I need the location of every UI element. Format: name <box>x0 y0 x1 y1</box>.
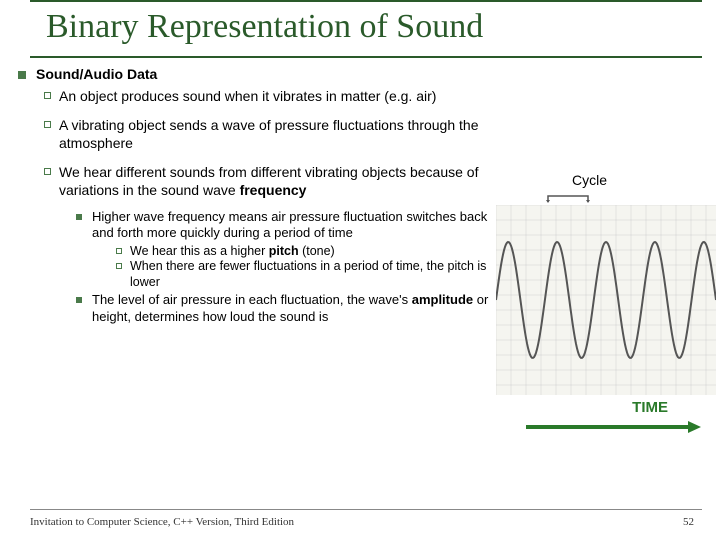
list-item: We hear different sounds from different … <box>44 164 498 199</box>
bullet-text: A vibrating object sends a wave of press… <box>59 117 498 152</box>
bold-term: amplitude <box>412 292 473 307</box>
small-square-bullet-icon <box>76 297 82 303</box>
hollow-square-bullet-icon <box>44 92 51 99</box>
time-arrow-icon <box>526 420 701 434</box>
list-item: A vibrating object sends a wave of press… <box>44 117 498 152</box>
page-number: 52 <box>683 516 694 528</box>
footer-citation: Invitation to Computer Science, C++ Vers… <box>30 516 294 528</box>
level2-list: An object produces sound when it vibrate… <box>44 88 498 325</box>
hollow-square-bullet-icon <box>44 168 51 175</box>
tiny-hollow-square-bullet-icon <box>116 248 122 254</box>
list-item: The level of air pressure in each fluctu… <box>76 292 498 325</box>
level3-list: Higher wave frequency means air pressure… <box>76 209 498 325</box>
bold-term: pitch <box>269 244 299 258</box>
text-segment: Higher wave frequency means air pressure… <box>92 209 487 240</box>
content-area: Sound/Audio Data An object produces soun… <box>18 66 498 337</box>
text-segment: (tone) <box>299 244 335 258</box>
tiny-hollow-square-bullet-icon <box>116 263 122 269</box>
list-item: When there are fewer fluctuations in a p… <box>116 259 498 290</box>
footer-rule <box>30 509 702 510</box>
slide-title: Binary Representation of Sound <box>46 8 483 46</box>
bullet-text: The level of air pressure in each fluctu… <box>92 292 498 325</box>
title-underline <box>30 56 702 58</box>
list-item: An object produces sound when it vibrate… <box>44 88 498 106</box>
sound-wave-chart <box>496 205 716 395</box>
square-bullet-icon <box>18 71 26 79</box>
heading-text: Sound/Audio Data <box>36 66 498 84</box>
level4-list: We hear this as a higher pitch (tone) Wh… <box>116 244 498 291</box>
cycle-label: Cycle <box>572 172 607 188</box>
bullet-text: We hear different sounds from different … <box>59 164 498 199</box>
cycle-bracket-icon <box>546 194 590 204</box>
text-segment: The level of air pressure in each fluctu… <box>92 292 412 307</box>
bullet-text: When there are fewer fluctuations in a p… <box>130 259 498 290</box>
bold-term: frequency <box>240 182 307 198</box>
bullet-text: We hear this as a higher pitch (tone) <box>130 244 498 260</box>
heading-row: Sound/Audio Data <box>18 66 498 84</box>
bullet-text: Higher wave frequency means air pressure… <box>92 209 498 290</box>
wave-figure: Cycle TIME <box>496 150 716 440</box>
hollow-square-bullet-icon <box>44 121 51 128</box>
time-axis-label: TIME <box>632 399 668 416</box>
list-item: Higher wave frequency means air pressure… <box>76 209 498 290</box>
text-segment: We hear this as a higher <box>130 244 269 258</box>
small-square-bullet-icon <box>76 214 82 220</box>
list-item: We hear this as a higher pitch (tone) <box>116 244 498 260</box>
bullet-text: An object produces sound when it vibrate… <box>59 88 498 106</box>
title-top-rule <box>30 0 702 2</box>
